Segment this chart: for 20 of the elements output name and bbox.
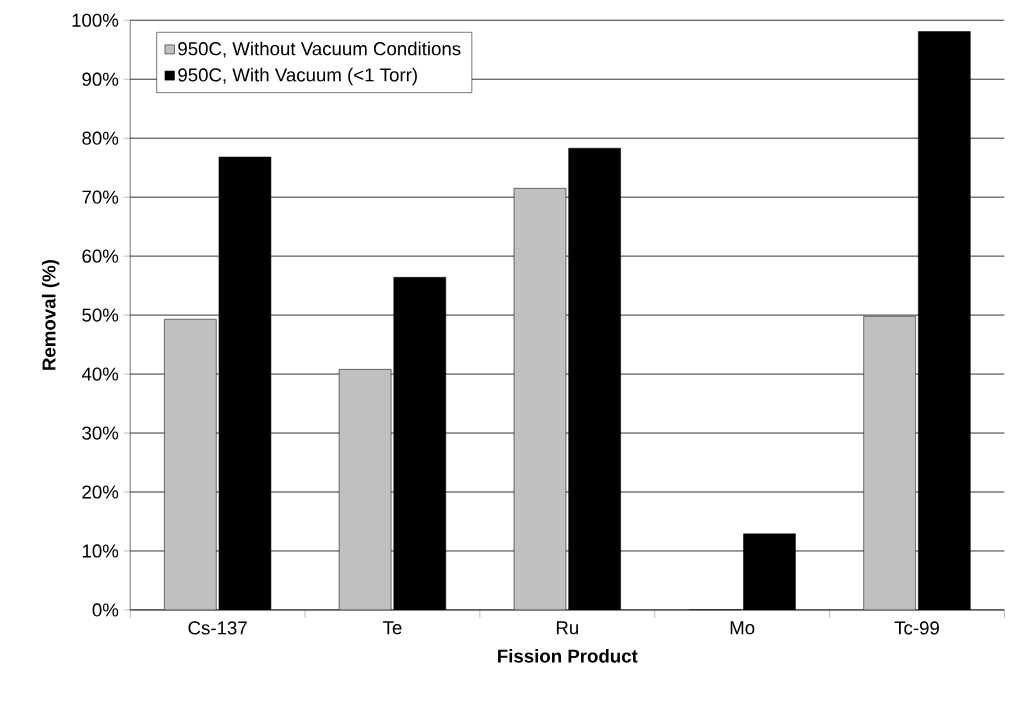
- y-tick-label: 0%: [92, 603, 119, 617]
- y-tick-label: 80%: [82, 131, 119, 145]
- y-tick-label: 20%: [82, 485, 119, 499]
- legend-label: 950C, Without Vacuum Conditions: [178, 41, 461, 58]
- y-tick-label: 90%: [82, 72, 119, 86]
- x-axis-title: Fission Product: [498, 648, 638, 663]
- y-tick-label: 10%: [82, 544, 119, 558]
- x-tick-label: Ru: [556, 621, 578, 635]
- y-tick-label: 50%: [82, 308, 119, 322]
- y-tick-label: 60%: [82, 249, 119, 263]
- y-axis-title: Removal (%): [41, 259, 60, 370]
- x-tick-label: Tc-99: [894, 621, 939, 635]
- legend-label: 950C, With Vacuum (<1 Torr): [178, 67, 417, 86]
- x-tick-label: Mo: [730, 621, 755, 635]
- y-tick-label: 100%: [72, 13, 119, 27]
- y-tick-label: 70%: [82, 190, 119, 204]
- y-tick-label: 40%: [81, 367, 119, 381]
- y-tick-label: 30%: [82, 426, 119, 440]
- x-tick-label: Te: [383, 621, 402, 635]
- x-tick-label: Cs-137: [188, 621, 247, 635]
